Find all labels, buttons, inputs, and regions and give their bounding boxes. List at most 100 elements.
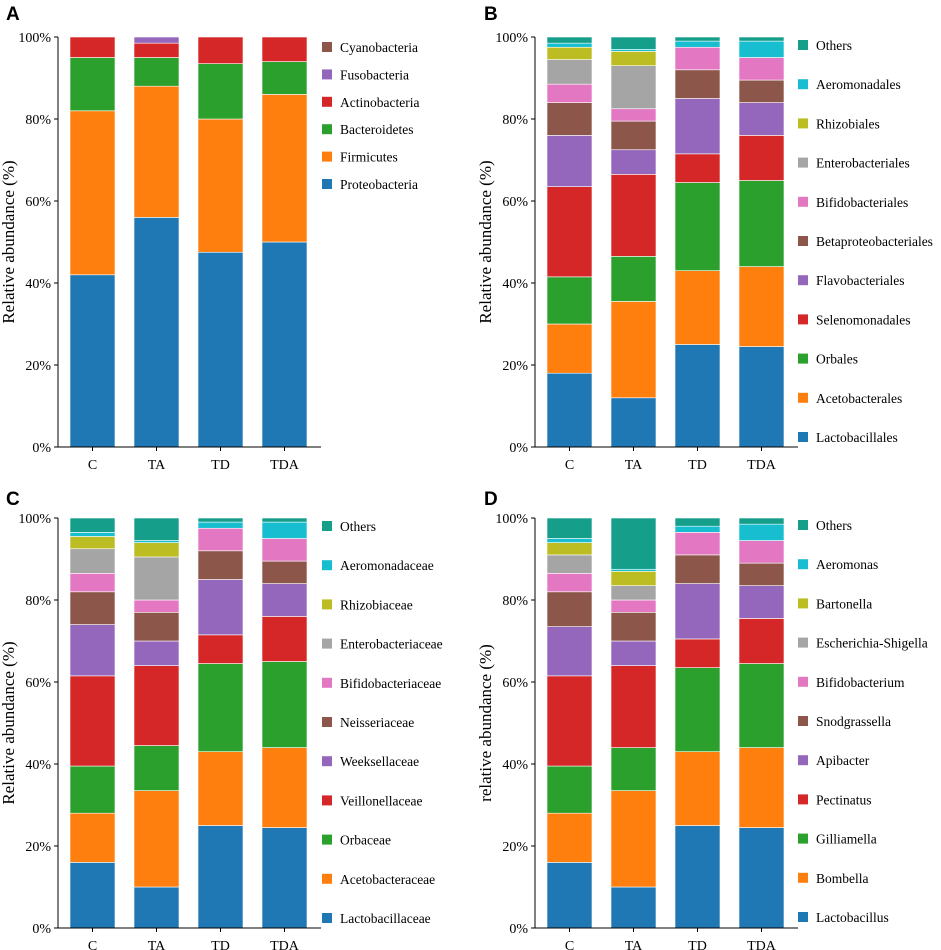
x-tick-label: TDA bbox=[270, 939, 300, 950]
legend-label: Betaproteobacteriales bbox=[816, 234, 933, 249]
bar-segment-bombella-tda bbox=[738, 747, 785, 828]
bar-segment-bifidobacteriales-c bbox=[546, 83, 593, 103]
bar-segment-acetobacteraceae-td bbox=[197, 751, 244, 826]
bar-segment-acetobacterales-ta bbox=[610, 301, 657, 399]
y-axis-label: Relative abundance (%) bbox=[476, 160, 495, 323]
bar-segment-apibacter-tda bbox=[738, 585, 785, 619]
bar-segment-actinobacteria-ta bbox=[133, 42, 180, 58]
legend-swatch bbox=[798, 833, 808, 844]
x-tick-label: C bbox=[88, 939, 97, 950]
panel-c: C Relative abundance (%) C TA TD TDA 0% 20% 40% 6… bbox=[0, 489, 443, 950]
bar-segment-orbales-tda bbox=[738, 180, 785, 267]
y-tick-label: 100% bbox=[18, 512, 51, 527]
legend: Others Aeromonadales Rhizobiales Enterobact… bbox=[798, 38, 933, 445]
y-tick-label: 60% bbox=[25, 676, 51, 691]
legend-swatch bbox=[322, 873, 332, 884]
bar-segment-acetobacteraceae-c bbox=[69, 812, 116, 863]
bar-segment-betaproteobacteriales-c bbox=[546, 102, 593, 136]
bar-segment-lactobacillales-ta bbox=[610, 397, 657, 448]
bar-segment-others-td bbox=[674, 36, 721, 42]
y-tick-label: 0% bbox=[32, 922, 51, 937]
bar-segment-flavobacteriales-td bbox=[674, 98, 721, 155]
legend-swatch bbox=[798, 79, 808, 90]
y-tick-label: 100% bbox=[495, 31, 528, 46]
legend-swatch bbox=[322, 677, 332, 688]
legend-swatch bbox=[322, 521, 332, 531]
bar-segment-proteobacteria-td bbox=[197, 251, 244, 448]
legend-label: Lactobacillus bbox=[816, 910, 889, 925]
legend-swatch bbox=[322, 179, 332, 189]
legend-swatch bbox=[798, 196, 808, 207]
bar-segment-apibacter-td bbox=[674, 583, 721, 640]
y-tick-label: 20% bbox=[25, 359, 51, 374]
bar-segment-bombella-td bbox=[674, 751, 721, 826]
legend-label: Weeksellaceae bbox=[340, 754, 419, 769]
bar-segment-acetobacterales-td bbox=[674, 270, 721, 345]
bar-segment-gilliamella-c bbox=[546, 765, 593, 814]
bar-segment-enterobacteriales-ta bbox=[610, 65, 657, 110]
bar-segment-bifidobacterium-tda bbox=[738, 540, 785, 564]
bar-segment-bifidobacteriaceae-ta bbox=[133, 599, 180, 613]
bar-segment-bacteroidetes-tda bbox=[261, 61, 308, 95]
legend-swatch bbox=[798, 432, 808, 442]
legend-swatch bbox=[798, 598, 808, 609]
bar-segment-pectinatus-td bbox=[674, 638, 721, 668]
legend-swatch bbox=[798, 755, 808, 766]
bar-segment-aeromonadales-tda bbox=[738, 40, 785, 58]
bar-segment-actinobacteria-tda bbox=[261, 36, 308, 62]
legend: Others Aeromonas Bartonella Escherichia-Shi… bbox=[798, 518, 928, 925]
y-tick-label: 60% bbox=[25, 195, 51, 210]
bar-segment-veillonellaceae-td bbox=[197, 634, 244, 664]
bar-segment-aeromonas-ta bbox=[610, 568, 657, 572]
y-tick-label: 0% bbox=[509, 441, 528, 456]
bar-segment-bacteroidetes-td bbox=[197, 63, 244, 120]
bar-segment-snodgrassella-tda bbox=[738, 562, 785, 586]
y-tick-label: 40% bbox=[502, 758, 528, 773]
bar-segment-pectinatus-ta bbox=[610, 665, 657, 748]
legend-swatch bbox=[798, 157, 808, 168]
y-tick-label: 20% bbox=[25, 840, 51, 855]
legend-label: Aeromonadaceae bbox=[340, 558, 434, 573]
bar-segment-actinobacteria-td bbox=[197, 36, 244, 64]
bar-segment-orbales-td bbox=[674, 182, 721, 272]
legend-swatch bbox=[798, 314, 808, 325]
x-tick-label: C bbox=[565, 458, 574, 473]
legend-label: Others bbox=[340, 519, 376, 534]
x-tick-label: TDA bbox=[270, 458, 300, 473]
bar-segment-firmicutes-c bbox=[69, 110, 116, 276]
bar-segment-weeksellaceae-tda bbox=[261, 583, 308, 617]
y-tick-label: 80% bbox=[25, 594, 51, 609]
bar-segment-escherichia-shigella-ta bbox=[610, 585, 657, 601]
bar-segment-bacteroidetes-ta bbox=[133, 57, 180, 87]
bar-segment-lactobacillaceae-c bbox=[69, 862, 116, 929]
legend-label: Veillonellaceae bbox=[340, 793, 422, 808]
bar-segment-firmicutes-td bbox=[197, 118, 244, 253]
legend-label: Others bbox=[816, 38, 852, 53]
legend-label: Enterobacteriaceae bbox=[340, 637, 443, 652]
y-tick-label: 100% bbox=[495, 512, 528, 527]
legend-swatch bbox=[322, 795, 332, 806]
bar-segment-veillonellaceae-tda bbox=[261, 616, 308, 662]
y-tick-label: 0% bbox=[509, 922, 528, 937]
legend-label: Neisseriaceae bbox=[340, 715, 414, 730]
legend-label: Rhizobiaceae bbox=[340, 597, 413, 612]
bar-segment-weeksellaceae-ta bbox=[133, 640, 180, 666]
legend-label: Enterobacteriales bbox=[816, 156, 910, 171]
legend-label: Cyanobacteria bbox=[340, 40, 418, 55]
legend-label: Pectinatus bbox=[816, 792, 872, 807]
x-tick-label: TA bbox=[148, 939, 166, 950]
bar-segment-lactobacillus-c bbox=[546, 862, 593, 929]
bar-segment-proteobacteria-tda bbox=[261, 241, 308, 448]
legend-swatch bbox=[322, 717, 332, 727]
bar-segment-bifidobacterium-c bbox=[546, 573, 593, 593]
bar-segment-bifidobacteriales-tda bbox=[738, 57, 785, 81]
bar-segment-lactobacillaceae-ta bbox=[133, 886, 180, 929]
legend-swatch bbox=[798, 676, 808, 687]
bar-segment-neisseriaceae-c bbox=[69, 591, 116, 625]
legend-swatch bbox=[798, 275, 808, 286]
legend-label: Acetobacteraceae bbox=[340, 872, 435, 887]
legend-label: Lactobacillaceae bbox=[340, 911, 431, 926]
bar-segment-aeromonas-td bbox=[674, 525, 721, 533]
bar-segment-aeromonas-c bbox=[546, 538, 593, 543]
